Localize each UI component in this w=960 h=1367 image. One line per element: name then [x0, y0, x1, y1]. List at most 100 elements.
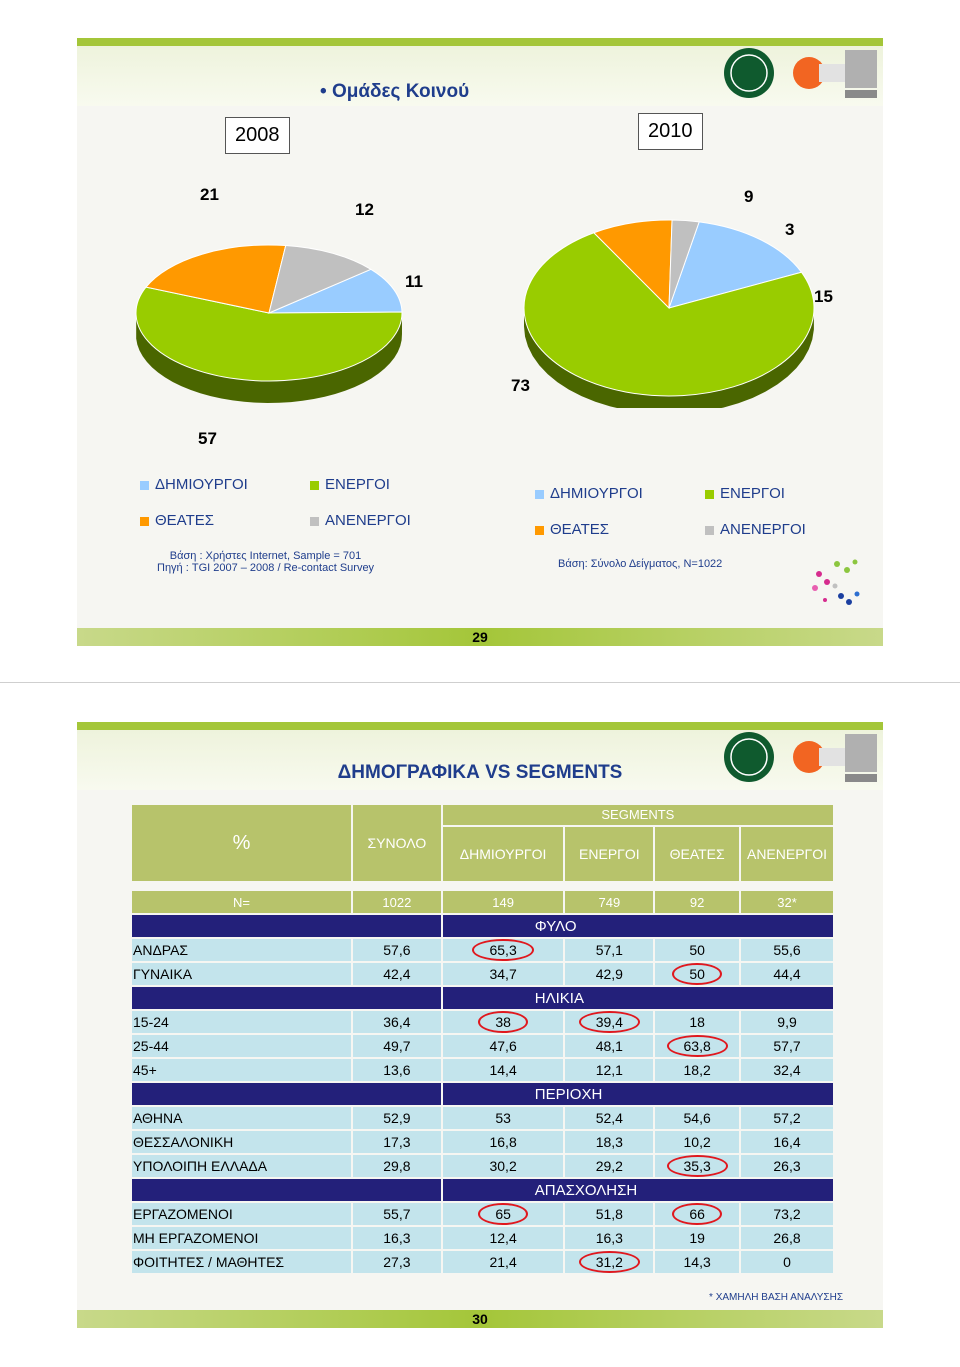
- pie2010-label-creators: 15: [814, 287, 833, 306]
- cell-value: 57,6: [383, 942, 411, 958]
- pie-slice: [668, 221, 803, 309]
- pie2010-label-active: 73: [511, 376, 530, 395]
- cell-value: 16,8: [489, 1134, 517, 1150]
- row-label: 45+: [129, 1057, 354, 1083]
- cell: 52,4: [563, 1105, 656, 1131]
- cell-value: 21,4: [489, 1254, 517, 1270]
- n-inactive: 32*: [739, 889, 835, 915]
- cell-value: 18,3: [595, 1134, 623, 1150]
- section-row: ΑΠΑΣΧΟΛΗΣΗ: [130, 1177, 836, 1203]
- cell: 10,2: [653, 1129, 742, 1155]
- cell: 47,6: [440, 1033, 566, 1059]
- table-row: ΦΟΙΤΗΤΕΣ / ΜΑΘΗΤΕΣ 27,3 21,4 31,2 14,3 0: [129, 1249, 835, 1275]
- total-header: ΣΥΝΟΛΟ: [351, 803, 443, 883]
- legend-2008-active: ΕΝΕΡΓΟΙ: [310, 476, 390, 493]
- cell-value: 36,4: [383, 1014, 411, 1030]
- cell-value: 17,3: [383, 1134, 411, 1150]
- table-row: 45+ 13,6 14,4 12,1 18,2 32,4: [129, 1057, 835, 1083]
- table-row: ΑΘΗΝΑ 52,9 53 52,4 54,6 57,2: [129, 1105, 835, 1131]
- pie2008-label-creators: 11: [405, 272, 423, 291]
- cell-value: 18,2: [683, 1062, 711, 1078]
- cell-value: 30,2: [489, 1158, 517, 1174]
- cell: 14,3: [653, 1249, 742, 1275]
- table-row: ΘΕΣΣΑΛΟΝΙΚΗ 17,3 16,8 18,3 10,2 16,4: [129, 1129, 835, 1155]
- row-label: ΑΘΗΝΑ: [129, 1105, 354, 1131]
- highlighted-value: 38: [478, 1011, 528, 1033]
- slide-title: • Ομάδες Κοινού: [320, 81, 470, 102]
- highlighted-value: 65,3: [472, 939, 534, 961]
- section-spacer: [130, 1177, 443, 1203]
- n-label: N=: [129, 889, 354, 915]
- cell-value: 52,9: [383, 1110, 411, 1126]
- cell: 9,9: [739, 1009, 835, 1035]
- pie-slice: [145, 244, 287, 314]
- cell-value: 12,4: [489, 1230, 517, 1246]
- row-label: ΘΕΣΣΑΛΟΝΙΚΗ: [129, 1129, 354, 1155]
- cell: 31,2: [563, 1249, 656, 1275]
- segment-header-active: ΕΝΕΡΓΟΙ: [563, 824, 656, 884]
- row-label: ΜΗ ΕΡΓΑΖΟΜΕΝΟΙ: [129, 1225, 354, 1251]
- cell-value: 57,2: [773, 1110, 801, 1126]
- cell: 16,8: [440, 1129, 566, 1155]
- cell-value: 16,4: [773, 1134, 801, 1150]
- cell: 66: [653, 1201, 742, 1227]
- highlighted-value: 65: [478, 1203, 528, 1225]
- pie2008-label-inactive: 12: [355, 200, 374, 219]
- pie2008-label-viewers: 21: [200, 185, 219, 204]
- table-row: 15-24 36,4 38 39,4 18 9,9: [129, 1009, 835, 1035]
- cell-value: 34,7: [489, 966, 517, 982]
- cell: 29,2: [563, 1153, 656, 1179]
- swatch-inactive: [705, 525, 714, 535]
- pie-slice: [592, 219, 673, 310]
- cell: 16,3: [563, 1225, 656, 1251]
- row-label: 15-24: [129, 1009, 354, 1035]
- header-bar: [77, 38, 883, 106]
- section-spacer: [130, 913, 443, 939]
- cell-value: 14,3: [683, 1254, 711, 1270]
- pie-slice: [523, 232, 815, 397]
- cell: 52,9: [351, 1105, 443, 1131]
- cell-value: 50: [689, 942, 705, 958]
- cell: 55,7: [351, 1201, 443, 1227]
- cell: 44,4: [739, 961, 835, 987]
- section-spacer: [130, 985, 443, 1011]
- cell: 0: [739, 1249, 835, 1275]
- row-label: ΥΠΟΛΟΙΠΗ ΕΛΛΑΔΑ: [129, 1153, 354, 1179]
- row-label: ΓΥΝΑΙΚΑ: [129, 961, 354, 987]
- cell: 16,4: [739, 1129, 835, 1155]
- table-row: ΥΠΟΛΟΙΠΗ ΕΛΛΑΔΑ 29,8 30,2 29,2 35,3 26,3: [129, 1153, 835, 1179]
- cell-value: 26,8: [773, 1230, 801, 1246]
- section-row: ΗΛΙΚΙΑ: [130, 985, 836, 1011]
- table-row: ΕΡΓΑΖΟΜΕΝΟΙ 55,7 65 51,8 66 73,2: [129, 1201, 835, 1227]
- segment-header-creators: ΔΗΜΙΟΥΡΓΟΙ: [440, 824, 566, 884]
- cell-value: 57,7: [773, 1038, 801, 1054]
- cell-value: 52,4: [595, 1110, 623, 1126]
- row-label: ΕΡΓΑΖΟΜΕΝΟΙ: [129, 1201, 354, 1227]
- spacer-cell: [131, 882, 834, 890]
- cell-value: 42,4: [383, 966, 411, 982]
- page-separator: [0, 682, 960, 683]
- pie2010-label-viewers: 9: [744, 187, 754, 206]
- cell: 38: [440, 1009, 566, 1035]
- pie-slice: [268, 245, 372, 314]
- section-title: ΗΛΙΚΙΑ: [440, 985, 836, 1011]
- slide-audience-groups: • Ομάδες Κοινού 2008 2010 21 12 11 57 9 …: [77, 38, 883, 646]
- cell-value: 55,6: [773, 942, 801, 958]
- cell-value: 42,9: [595, 966, 623, 982]
- cell: 13,6: [351, 1057, 443, 1083]
- row-label: 25-44: [129, 1033, 354, 1059]
- segment-header-inactive: ΑΝΕΝΕΡΓΟΙ: [739, 824, 835, 884]
- cell-value: 14,4: [489, 1062, 517, 1078]
- cell-value: 9,9: [777, 1014, 797, 1030]
- cell: 26,3: [739, 1153, 835, 1179]
- cell: 57,2: [739, 1105, 835, 1131]
- swatch-creators: [535, 489, 544, 499]
- section-title: ΦΥΛΟ: [440, 913, 836, 939]
- page-number: 30: [472, 1311, 488, 1327]
- pie2008-label-active: 57: [198, 429, 217, 448]
- sponsor-logos: [724, 48, 877, 98]
- cell-value: 26,3: [773, 1158, 801, 1174]
- swatch-active: [310, 480, 319, 490]
- legend-2008-creators: ΔΗΜΙΟΥΡΓΟΙ: [140, 476, 248, 493]
- cell-value: 49,7: [383, 1038, 411, 1054]
